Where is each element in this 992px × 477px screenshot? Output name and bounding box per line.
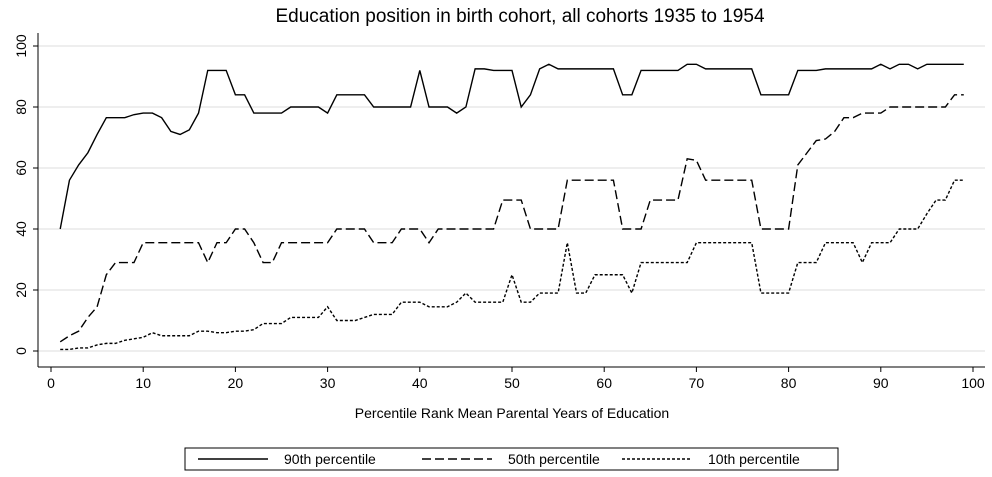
series-line (60, 179, 964, 351)
x-tick-label: 20 (228, 375, 244, 391)
series-line (59, 94, 964, 343)
x-tick-label: 0 (47, 375, 55, 391)
x-tick-label: 60 (596, 375, 612, 391)
x-tick-label: 100 (961, 375, 985, 391)
chart-title: Education position in birth cohort, all … (275, 6, 764, 27)
y-tick-label: 20 (13, 282, 29, 298)
x-tick-label: 50 (504, 375, 520, 391)
x-tick-label: 10 (135, 375, 151, 391)
x-tick-label: 70 (689, 375, 705, 391)
y-tick-label: 60 (13, 160, 29, 176)
y-tick-label: 100 (13, 34, 29, 58)
legend-box (184, 447, 839, 471)
x-tick-label: 30 (320, 375, 336, 391)
series-line (59, 63, 964, 230)
x-tick-label: 90 (873, 375, 889, 391)
legend-label: 50th percentile (508, 451, 600, 467)
y-tick-label: 40 (13, 221, 29, 237)
y-tick-label: 80 (13, 99, 29, 115)
x-axis-title: Percentile Rank Mean Parental Years of E… (355, 405, 669, 421)
x-tick-label: 80 (781, 375, 797, 391)
legend-label: 90th percentile (284, 451, 376, 467)
legend-label: 10th percentile (708, 451, 800, 467)
y-tick-label: 0 (13, 347, 29, 355)
x-tick-label: 40 (412, 375, 428, 391)
